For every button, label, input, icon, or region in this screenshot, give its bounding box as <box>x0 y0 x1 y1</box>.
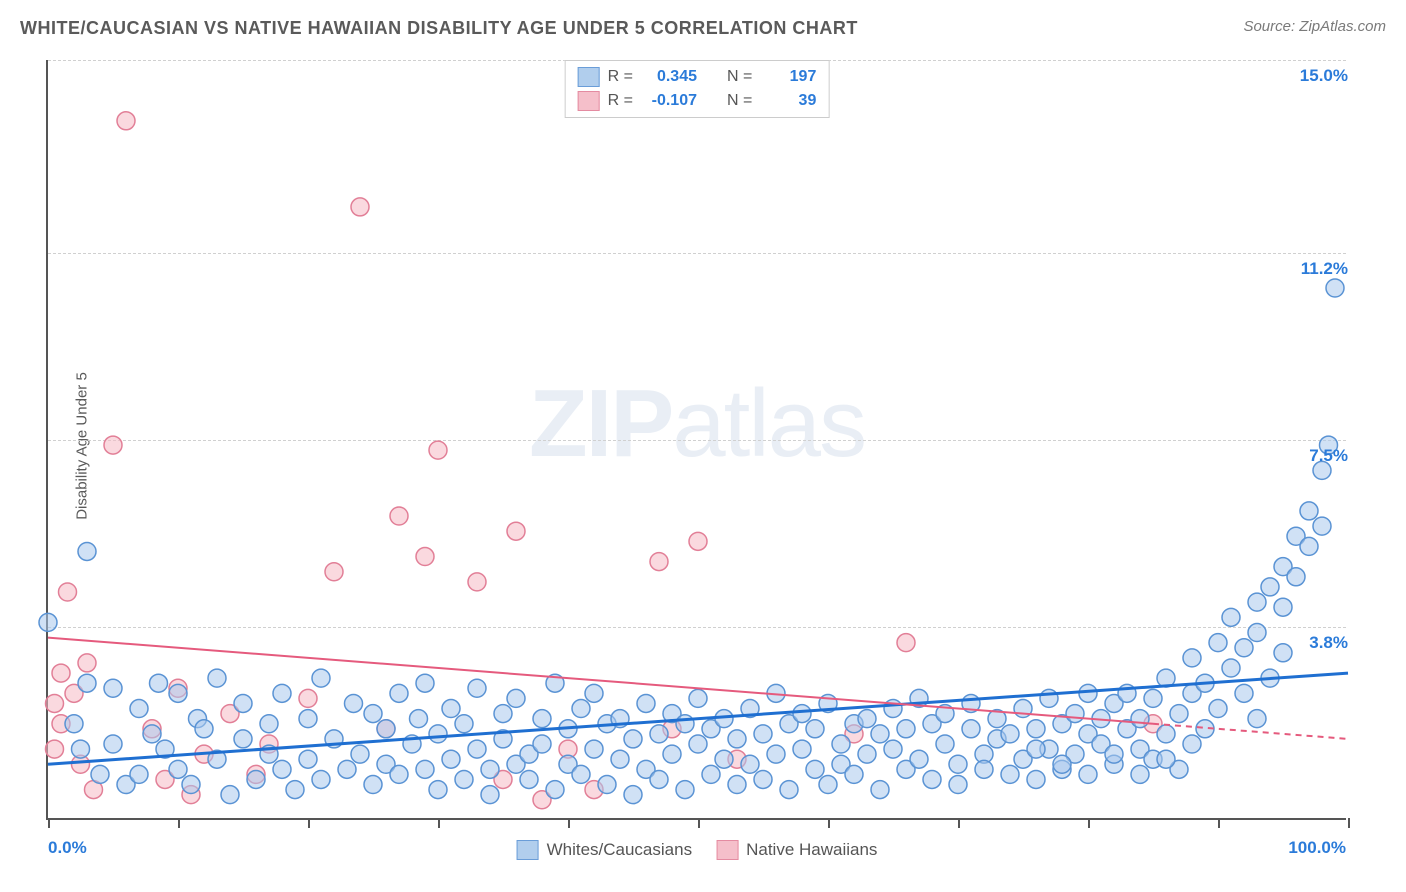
n-label: N = <box>727 89 752 113</box>
trend-line <box>48 673 1348 764</box>
y-tick-label: 11.2% <box>1301 259 1348 279</box>
swatch-series2 <box>716 840 738 860</box>
legend-label: Whites/Caucasians <box>547 840 693 860</box>
legend-label: Native Hawaiians <box>746 840 877 860</box>
correlation-stat-box: R = 0.345 N = 197 R = -0.107 N = 39 <box>565 60 830 118</box>
y-tick-label: 7.5% <box>1309 446 1348 466</box>
n-label: N = <box>727 65 752 89</box>
x-tick-label: 100.0% <box>1288 838 1346 858</box>
n-value-series1: 197 <box>760 65 816 89</box>
r-value-series1: 0.345 <box>641 65 697 89</box>
legend-item-series2: Native Hawaiians <box>716 840 877 860</box>
legend-item-series1: Whites/Caucasians <box>517 840 693 860</box>
chart-title: WHITE/CAUCASIAN VS NATIVE HAWAIIAN DISAB… <box>20 18 858 39</box>
swatch-series1 <box>578 67 600 87</box>
source-label: Source: ZipAtlas.com <box>1243 18 1386 35</box>
y-tick-label: 3.8% <box>1309 633 1348 653</box>
stat-row-series2: R = -0.107 N = 39 <box>578 89 817 113</box>
swatch-series1 <box>517 840 539 860</box>
trend-line-dashed <box>1153 724 1348 739</box>
swatch-series2 <box>578 91 600 111</box>
x-tick-label: 0.0% <box>48 838 87 858</box>
n-value-series2: 39 <box>760 89 816 113</box>
trend-lines <box>48 60 1346 818</box>
r-label: R = <box>608 89 633 113</box>
r-value-series2: -0.107 <box>641 89 697 113</box>
legend: Whites/Caucasians Native Hawaiians <box>517 840 878 860</box>
plot-area: ZIPatlas R = 0.345 N = 197 R = -0.107 N … <box>46 60 1346 820</box>
trend-line <box>48 638 1153 724</box>
stat-row-series1: R = 0.345 N = 197 <box>578 65 817 89</box>
y-tick-label: 15.0% <box>1300 66 1348 86</box>
r-label: R = <box>608 65 633 89</box>
